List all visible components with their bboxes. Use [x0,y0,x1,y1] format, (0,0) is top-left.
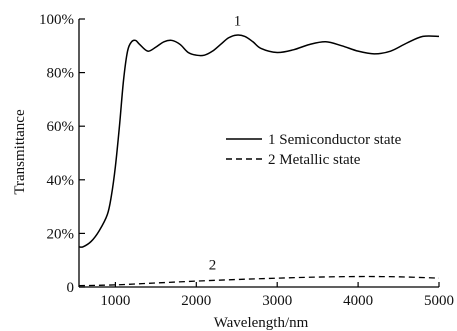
series-2-point [397,275,400,278]
curve-label-2: 2 [209,258,217,274]
series-2-point [357,275,360,278]
x-tick-label: 3000 [262,293,292,309]
x-tick-label: 1000 [100,293,130,309]
legend: 1 Semiconductor state 2 Metallic state [226,132,402,168]
series-1-point [324,40,327,43]
series-line-2 [78,275,440,287]
plot-area: 12 [78,14,441,287]
series-1-point [373,52,376,55]
series-1-point [126,50,129,53]
series-1-point [118,125,121,128]
series-1-point [243,35,246,38]
series-1-point [308,43,311,46]
y-tick-label: 80% [47,66,75,82]
series-2-point [316,276,319,279]
series-1-point [130,40,133,43]
x-axis-label: Wavelength/nm [214,315,309,331]
y-tick-label: 0 [67,280,75,296]
series-1-point [90,240,93,243]
series-1-point [235,34,238,37]
series-2-point [235,278,238,281]
x-tick-label: 5000 [424,293,454,309]
series-1-point [340,44,343,47]
series-1-point [219,43,222,46]
series-2-point [154,281,157,284]
y-axis-label: Transmittance [12,109,28,195]
series-1-point [187,51,190,54]
y-tick-label: 60% [47,119,75,135]
series-1-point [114,165,117,168]
legend-label-1: 1 Semiconductor state [268,132,402,148]
series-1-point [389,50,392,53]
series-1-point [98,229,101,232]
series-1-point [162,40,165,43]
series-1-point [203,54,206,57]
axes: 1000 2000 3000 4000 5000 0 20% 40% 60% 80% 100% [39,12,454,309]
series-1-point [357,50,360,53]
legend-label-2: 2 Metallic state [268,152,361,168]
series-1-point [292,48,295,51]
series-1-point [438,35,441,38]
series-1-point [227,36,230,39]
series-1-point [106,213,109,216]
series-1-point [211,50,214,53]
series-1-point [421,35,424,38]
series-1-point [260,47,263,50]
y-tick-label: 100% [39,12,74,28]
series-1-point [138,43,141,46]
series-1-point [134,39,137,42]
series-1-point [110,194,113,197]
series-2-point [276,277,279,280]
series-1-point [179,43,182,46]
curve-label-1: 1 [234,14,242,30]
series-line-1 [78,34,440,248]
series-1-point [276,51,279,54]
series-1-point [405,42,408,45]
y-tick-label: 40% [47,173,75,189]
series-1-point [171,39,174,42]
series-1-point [251,40,254,43]
x-tick-label: 4000 [343,293,373,309]
y-tick-label: 20% [47,226,75,242]
series-1-point [195,54,198,57]
series-2-point [438,277,441,280]
series-1-point [122,79,125,82]
series-1-point [82,245,85,248]
x-tick-label: 2000 [181,293,211,309]
series-1-point [154,46,157,49]
series-1-point [146,50,149,53]
